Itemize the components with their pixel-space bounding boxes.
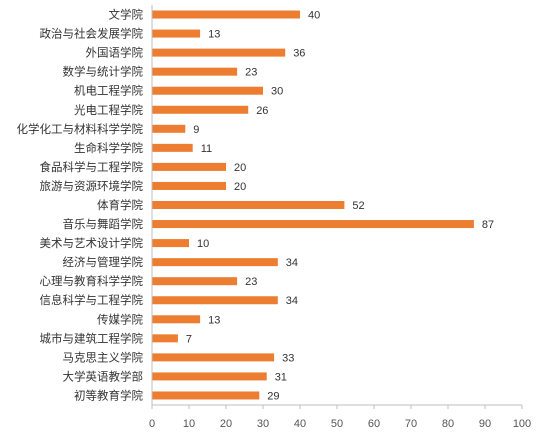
- category-label: 数学与统计学院: [63, 65, 144, 79]
- data-label: 33: [282, 352, 294, 364]
- bar: [152, 277, 238, 286]
- bar: [152, 372, 267, 381]
- bar: [152, 220, 474, 229]
- data-label: 30: [271, 86, 283, 98]
- x-tick-label: 30: [257, 418, 269, 430]
- bar: [152, 391, 260, 400]
- bar: [152, 296, 278, 305]
- category-label: 音乐与舞蹈学院: [63, 217, 144, 231]
- category-label: 旅游与资源环境学院: [40, 179, 144, 193]
- x-tick-label: 0: [149, 418, 155, 430]
- data-label: 34: [286, 295, 298, 307]
- data-label: 36: [293, 48, 305, 60]
- data-label: 87: [482, 219, 494, 231]
- x-ticks-group: 0 10 20 30 40 50 60 70 80 90 100: [149, 405, 531, 430]
- data-label: 20: [234, 181, 246, 193]
- data-label: 34: [286, 257, 298, 269]
- category-label: 经济与管理学院: [63, 255, 144, 269]
- x-tick-label: 50: [331, 418, 343, 430]
- bar: [152, 334, 178, 343]
- bar: [152, 353, 275, 362]
- bar: [152, 86, 263, 95]
- data-label: 29: [267, 390, 279, 402]
- category-labels-group: 文学院政治与社会发展学院外国语学院数学与统计学院机电工程学院光电工程学院化学化工…: [17, 8, 144, 403]
- data-label: 23: [245, 67, 257, 79]
- bar: [152, 181, 226, 190]
- x-tick-label: 100: [513, 418, 531, 430]
- bar: [152, 201, 345, 209]
- x-tick-label: 90: [479, 418, 491, 430]
- category-label: 外国语学院: [86, 46, 144, 60]
- data-label: 10: [197, 238, 209, 250]
- bar: [152, 239, 189, 248]
- x-tick-label: 40: [294, 418, 306, 430]
- category-label: 体育学院: [97, 198, 143, 212]
- data-label: 26: [256, 105, 268, 117]
- data-label: 40: [308, 10, 320, 22]
- category-label: 文学院: [109, 8, 144, 22]
- data-label: 20: [234, 162, 246, 174]
- x-tick-label: 80: [442, 418, 454, 430]
- bar: [152, 315, 201, 324]
- category-label: 化学化工与材料科学学院: [17, 122, 144, 136]
- bar: [152, 29, 201, 38]
- bar: [152, 258, 278, 267]
- data-label: 13: [208, 314, 220, 326]
- category-label: 美术与艺术设计学院: [40, 236, 144, 250]
- category-label: 生命科学学院: [74, 141, 143, 155]
- bars-group: [152, 10, 474, 400]
- data-label: 13: [208, 29, 220, 41]
- category-label: 信息科学与工程学院: [40, 293, 144, 307]
- category-label: 心理与教育科学学院: [40, 274, 144, 288]
- bar: [152, 10, 300, 19]
- x-tick-label: 20: [220, 418, 232, 430]
- category-label: 政治与社会发展学院: [40, 27, 144, 41]
- category-label: 马克思主义学院: [63, 350, 144, 364]
- category-label: 城市与建筑工程学院: [40, 331, 144, 345]
- category-label: 大学英语教学部: [63, 369, 144, 383]
- x-tick-label: 60: [368, 418, 380, 430]
- x-tick-label: 10: [183, 418, 195, 430]
- x-tick-label: 70: [405, 418, 417, 430]
- data-label: 52: [352, 200, 364, 212]
- category-label: 传媒学院: [97, 312, 143, 326]
- category-label: 初等教育学院: [74, 388, 143, 402]
- bar: [152, 162, 226, 171]
- data-label: 31: [275, 371, 287, 383]
- category-label: 机电工程学院: [74, 84, 143, 98]
- bar: [152, 143, 193, 152]
- bar: [152, 105, 249, 114]
- bar: [152, 124, 186, 133]
- bar: [152, 48, 286, 57]
- data-label: 23: [245, 276, 257, 288]
- data-label: 7: [186, 333, 192, 345]
- data-label: 9: [193, 124, 199, 136]
- data-label: 11: [201, 143, 212, 155]
- category-label: 光电工程学院: [74, 103, 143, 117]
- category-label: 食品科学与工程学院: [40, 160, 144, 174]
- bar: [152, 67, 238, 76]
